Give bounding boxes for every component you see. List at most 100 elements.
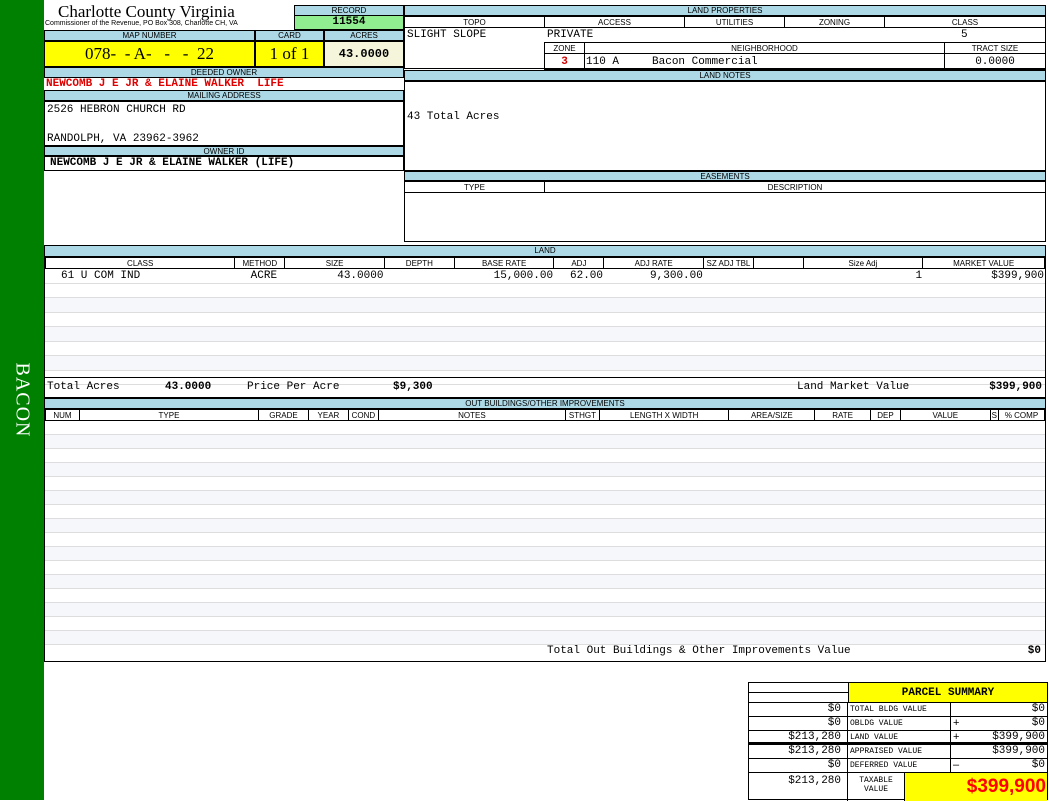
land-cell bbox=[553, 327, 604, 342]
land-cell bbox=[923, 283, 1045, 298]
outbuildings-section: OUT BUILDINGS/OTHER IMPROVEMENTS NUM TYPE… bbox=[44, 398, 1046, 662]
land-cell bbox=[454, 312, 554, 327]
land-cell bbox=[45, 283, 235, 298]
outbuildings-col-sthgt: STHGT bbox=[565, 409, 600, 421]
outbuildings-col-comp: % COMP bbox=[997, 409, 1046, 421]
land-cell bbox=[603, 298, 704, 313]
land-section: LAND CLASS METHOD SIZE DEPTH BASE RATE ADJ ADJ… bbox=[44, 245, 1046, 398]
outbuilding-row bbox=[45, 421, 1045, 435]
summary-label: LAND VALUE bbox=[850, 733, 899, 742]
land-cell bbox=[553, 341, 604, 356]
land-col-class: CLASS bbox=[44, 257, 236, 269]
land-col-method: METHOD bbox=[234, 257, 286, 269]
land-col-depth: DEPTH bbox=[383, 257, 455, 269]
land-cell bbox=[553, 312, 604, 327]
summary-prev: $0 bbox=[749, 703, 848, 716]
land-cell bbox=[803, 356, 924, 371]
land-cell bbox=[45, 298, 235, 313]
deeded-owner: NEWCOMB J E JR & ELAINE WALKER LIFE bbox=[46, 78, 284, 90]
land-cell bbox=[284, 298, 385, 313]
outbuilding-row bbox=[45, 533, 1045, 547]
acres-value: 43.0000 bbox=[324, 41, 404, 67]
land-cell bbox=[923, 356, 1045, 371]
land-cell bbox=[384, 327, 455, 342]
outbuildings-col-s: S bbox=[989, 409, 1000, 421]
land-col-size-adj: Size Adj bbox=[802, 257, 924, 269]
land-row: 61 U COM IND ACRE 43.0000 15,000.00 62.00 9,3… bbox=[45, 269, 1045, 284]
county-title: Charlotte County Virginia bbox=[58, 2, 235, 21]
land-cell bbox=[923, 298, 1045, 313]
land-cell bbox=[45, 341, 235, 356]
outbuildings-total-label: Total Out Buildings & Other Improvements… bbox=[547, 645, 851, 657]
land-cell bbox=[454, 341, 554, 356]
outbuilding-row bbox=[45, 449, 1045, 463]
outbuilding-row bbox=[45, 435, 1045, 449]
land-col-size: SIZE bbox=[284, 257, 385, 269]
outbuildings-col-length-x-width: LENGTH X WIDTH bbox=[598, 409, 730, 421]
access-value: PRIVATE bbox=[547, 29, 594, 41]
land-cell bbox=[234, 298, 285, 313]
land-cell bbox=[703, 341, 754, 356]
land-totals: Total Acres 43.0000 Price Per Acre $9,30… bbox=[45, 377, 1045, 397]
land-cell bbox=[803, 327, 924, 342]
land-col-blank bbox=[752, 257, 804, 269]
owner-id: NEWCOMB J E JR & ELAINE WALKER (LIFE) bbox=[44, 156, 404, 171]
land-cell bbox=[234, 283, 285, 298]
land-cell bbox=[45, 327, 235, 342]
outbuildings-label: OUT BUILDINGS/OTHER IMPROVEMENTS bbox=[45, 399, 1045, 409]
outbuildings-col-type: TYPE bbox=[78, 409, 260, 421]
summary-value: $0 bbox=[1031, 759, 1045, 771]
land-cell: $399,900 bbox=[923, 269, 1045, 284]
land-cell bbox=[603, 341, 704, 356]
land-cell bbox=[284, 356, 385, 371]
land-cell bbox=[384, 312, 455, 327]
map-number-label: MAP NUMBER bbox=[44, 30, 255, 41]
summary-row: $213,280 APPRAISED VALUE $399,900 bbox=[749, 745, 1047, 759]
land-label: LAND bbox=[45, 246, 1045, 257]
summary-label: DEFERRED VALUE bbox=[850, 761, 918, 770]
land-cell bbox=[603, 327, 704, 342]
land-cell bbox=[234, 341, 285, 356]
land-cell bbox=[753, 327, 804, 342]
outbuilding-row bbox=[45, 561, 1045, 575]
land-cell bbox=[753, 312, 804, 327]
summary-value: $399,900 bbox=[992, 731, 1045, 743]
summary-row: $213,280 LAND VALUE + $399,900 bbox=[749, 731, 1047, 745]
card-value: 1 of 1 bbox=[255, 41, 324, 67]
zone-value: 3 bbox=[544, 53, 585, 70]
land-cell bbox=[45, 356, 235, 371]
land-col-market-value: MARKET VALUE bbox=[922, 257, 1045, 269]
record-label: RECORD bbox=[294, 5, 404, 16]
land-cell: ACRE bbox=[234, 269, 285, 284]
summary-prev: $0 bbox=[749, 717, 848, 730]
land-col-adj: ADJ bbox=[553, 257, 605, 269]
owner-id-label: OWNER ID bbox=[44, 146, 404, 156]
land-notes: 43 Total Acres bbox=[404, 81, 1046, 171]
tract-size-value: 0.0000 bbox=[944, 53, 1046, 70]
mailing-address: 2526 HEBRON CHURCH RD RANDOLPH, VA 23962… bbox=[44, 101, 404, 146]
summary-row: $0 DEFERRED VALUE – $0 bbox=[749, 759, 1047, 773]
summary-row: $0 TOTAL BLDG VALUE $0 bbox=[749, 703, 1047, 717]
summary-operator bbox=[950, 745, 953, 758]
outbuildings-col-dep: DEP bbox=[870, 409, 901, 421]
land-cell bbox=[703, 283, 754, 298]
class-value: 5 bbox=[961, 29, 968, 41]
land-cell bbox=[284, 341, 385, 356]
topo-label: TOPO bbox=[404, 16, 545, 28]
land-cell: 43.0000 bbox=[284, 269, 385, 284]
land-cell bbox=[603, 283, 704, 298]
land-cell: 15,000.00 bbox=[454, 269, 555, 284]
land-cell bbox=[384, 341, 455, 356]
land-cell bbox=[753, 356, 804, 371]
land-cell bbox=[234, 356, 285, 371]
topo-value: SLIGHT SLOPE bbox=[407, 29, 487, 41]
easements-label: EASEMENTS bbox=[404, 171, 1046, 181]
land-cell bbox=[454, 283, 554, 298]
land-cell bbox=[753, 298, 804, 313]
land-cell bbox=[703, 298, 754, 313]
access-label: ACCESS bbox=[544, 16, 685, 28]
land-cell bbox=[384, 283, 455, 298]
land-cell bbox=[803, 341, 924, 356]
outbuilding-row bbox=[45, 463, 1045, 477]
utilities-label: UTILITIES bbox=[684, 16, 785, 28]
